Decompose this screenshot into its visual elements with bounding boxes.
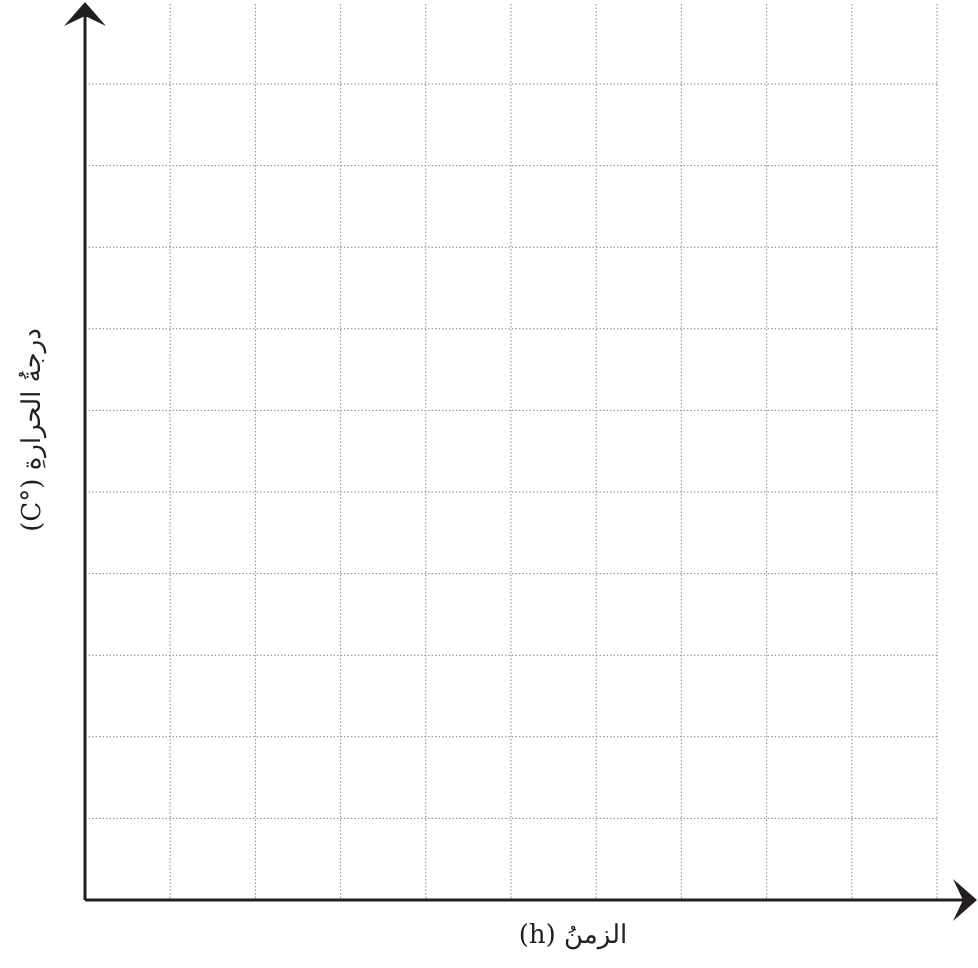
y-axis-arrow	[64, 2, 106, 26]
grid	[85, 4, 938, 900]
axes	[64, 2, 977, 921]
x-axis-arrow	[953, 879, 977, 921]
x-axis-label: الزمنُ (h)	[519, 920, 628, 950]
y-axis-label: درجةُ الحرارةِ (°C)	[17, 328, 47, 532]
